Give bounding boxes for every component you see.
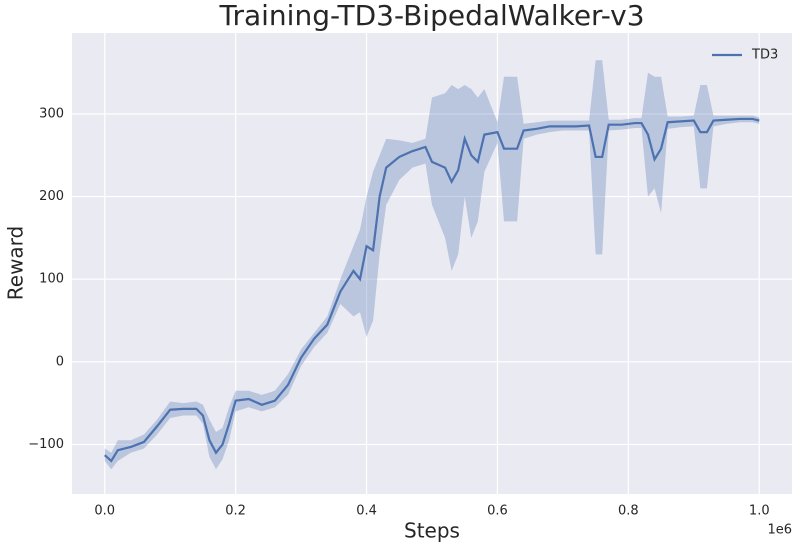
confidence-band <box>104 60 760 470</box>
x-tick-label: 0.2 <box>225 504 246 519</box>
x-tick-label: 0.4 <box>356 504 377 519</box>
x-tick-label: 0.6 <box>487 504 508 519</box>
y-tick-label: 200 <box>39 189 64 204</box>
legend-label: TD3 <box>751 48 778 63</box>
chart-title: Training-TD3-BipedalWalker-v3 <box>218 0 644 32</box>
x-offset-label: 1e6 <box>767 523 792 538</box>
plot-area <box>72 33 792 494</box>
x-tick-label: 0.0 <box>94 504 115 519</box>
y-tick-label: −100 <box>28 437 64 452</box>
x-tick-label: 1.0 <box>749 504 770 519</box>
y-tick-label: 0 <box>56 354 64 369</box>
x-tick-label: 0.8 <box>618 504 639 519</box>
line <box>103 117 760 463</box>
y-tick-label: 300 <box>39 106 64 121</box>
x-axis-label: Steps <box>404 519 460 543</box>
y-axis-label: Reward <box>4 226 28 300</box>
y-tick-label: 100 <box>39 272 64 287</box>
